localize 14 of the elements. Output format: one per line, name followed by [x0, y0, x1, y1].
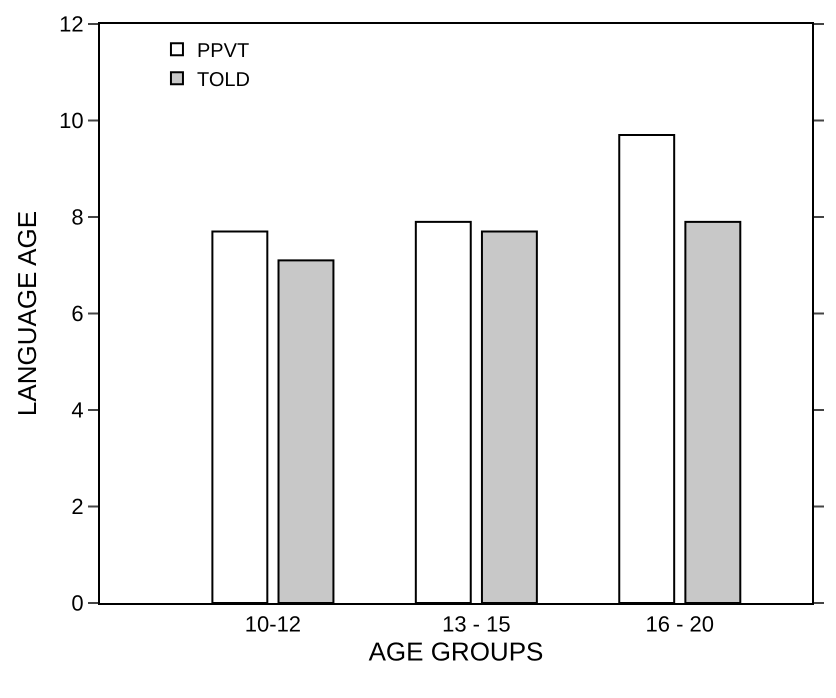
y-tick-label: 4: [71, 398, 84, 423]
x-tick-label: 10-12: [244, 611, 302, 636]
y-tick-label: 2: [71, 494, 84, 520]
x-axis-title: AGE GROUPS: [368, 636, 544, 666]
x-tick-label: 13 - 15: [442, 611, 511, 636]
x-tick-label: 16 - 20: [646, 611, 714, 636]
legend-label: PPVT: [196, 40, 250, 62]
y-tick-label: 8: [71, 204, 84, 230]
y-tick-label: 0: [71, 590, 84, 616]
y-tick-label: 12: [59, 12, 84, 37]
y-tick-label: 10: [59, 108, 84, 134]
y-tick-label: 6: [71, 301, 84, 326]
y-axis-title: LANGUAGE AGE: [12, 210, 42, 416]
legend-label: TOLD: [196, 69, 250, 92]
